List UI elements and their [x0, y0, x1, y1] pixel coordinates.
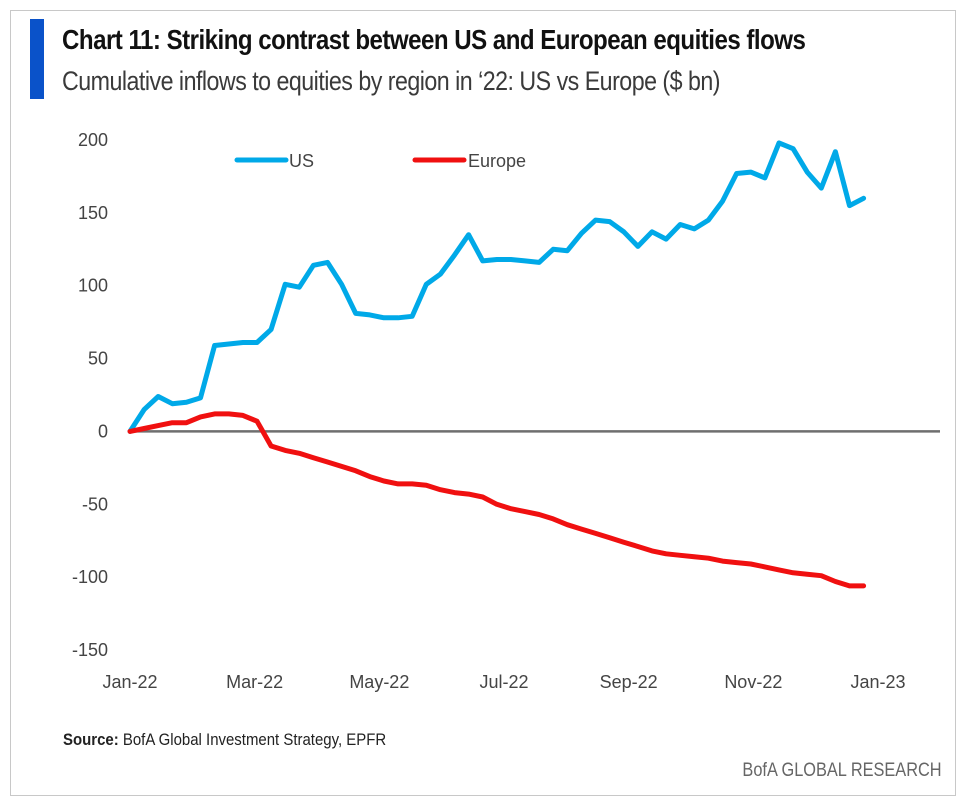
y-tick-label: 100: [78, 276, 108, 296]
x-tick-label: Jul-22: [479, 672, 528, 692]
y-tick-label: 150: [78, 203, 108, 223]
title-accent-bar: [30, 19, 44, 99]
x-tick-label: May-22: [349, 672, 409, 692]
brand-label: BofA GLOBAL RESEARCH: [742, 760, 942, 781]
chart-subtitle: Cumulative inflows to equities by region…: [62, 66, 721, 96]
x-tick-label: Mar-22: [226, 672, 283, 692]
legend-label-europe: Europe: [468, 151, 526, 171]
series-line-europe: [127, 411, 867, 589]
source-text: BofA Global Investment Strategy, EPFR: [122, 730, 387, 749]
x-axis: Jan-22 Mar-22 May-22 Jul-22 Sep-22 Nov-22 Jan-…: [102, 672, 905, 692]
source-label: Source:: [63, 730, 119, 749]
series-group: [127, 140, 867, 589]
y-axis: 200 150 100 50 0 -50 -100 -150: [72, 130, 108, 660]
chart-title: Chart 11: Striking contrast between US a…: [62, 24, 806, 55]
y-tick-label: -150: [72, 640, 108, 660]
x-tick-label: Sep-22: [600, 672, 658, 692]
source-note: Source: BofA Global Investment Strategy,…: [63, 730, 386, 750]
x-tick-label: Nov-22: [724, 672, 782, 692]
y-tick-label: 200: [78, 130, 108, 150]
y-tick-label: 50: [88, 349, 108, 369]
y-tick-label: -100: [72, 567, 108, 587]
series-line-us: [127, 140, 867, 434]
legend-label-us: US: [289, 151, 314, 171]
legend: US Europe: [234, 151, 526, 171]
x-tick-label: Jan-22: [102, 672, 157, 692]
x-tick-label: Jan-23: [850, 672, 905, 692]
y-tick-label: -50: [82, 494, 108, 514]
y-tick-label: 0: [98, 421, 108, 441]
